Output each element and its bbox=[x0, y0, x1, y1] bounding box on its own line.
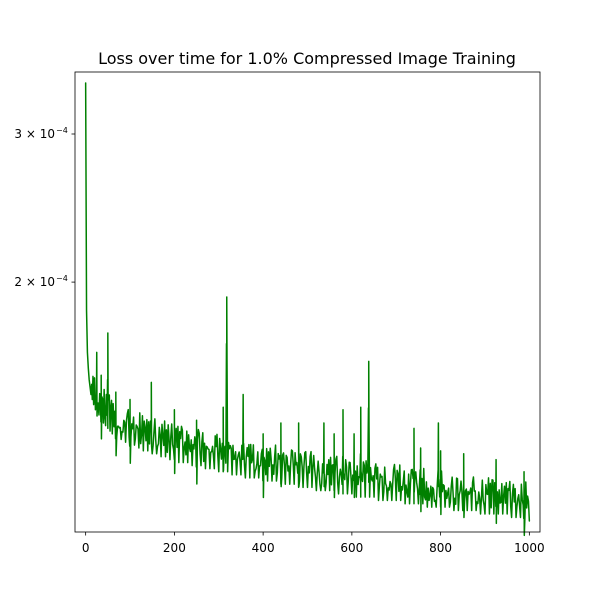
loss-series-line bbox=[84, 82, 531, 537]
plot-area bbox=[75, 72, 540, 532]
plot-background bbox=[75, 72, 540, 532]
x-tick-label: 400 bbox=[252, 541, 275, 555]
series-layer bbox=[84, 82, 531, 537]
x-tick-label: 1000 bbox=[514, 541, 545, 555]
y-tick-exponent: −4 bbox=[56, 126, 68, 135]
x-tick-label: 800 bbox=[429, 541, 452, 555]
y-tick-exponent: −4 bbox=[56, 274, 68, 283]
chart-title: Loss over time for 1.0% Compressed Image… bbox=[98, 49, 516, 68]
plot-frame bbox=[74, 71, 541, 533]
y-tick-label: 2 × 10 bbox=[14, 275, 55, 289]
y-tick-label: 3 × 10 bbox=[14, 127, 55, 141]
x-tick-label: 200 bbox=[163, 541, 186, 555]
x-tick-label: 600 bbox=[340, 541, 363, 555]
x-tick-label: 0 bbox=[82, 541, 90, 555]
